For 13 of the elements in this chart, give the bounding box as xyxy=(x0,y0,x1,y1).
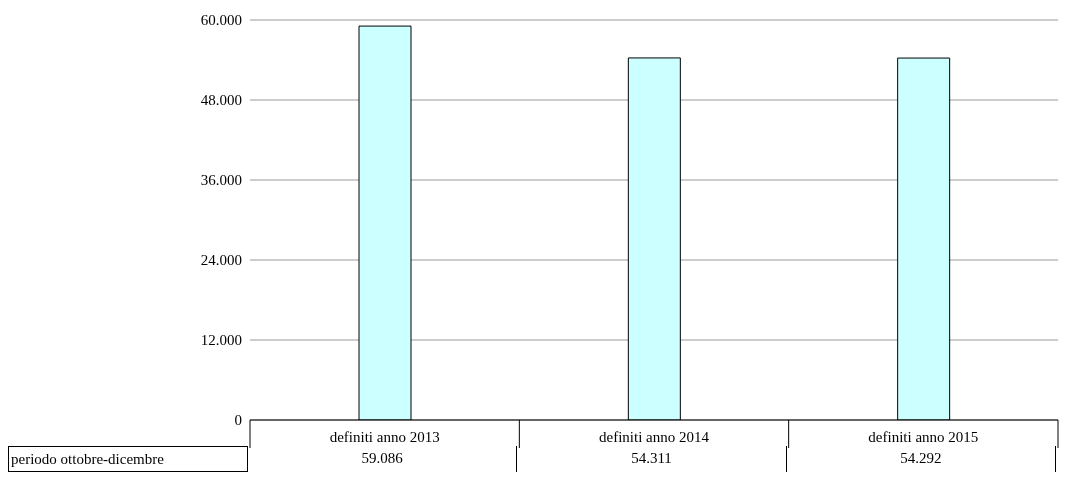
y-tick-label: 12.000 xyxy=(200,332,242,349)
y-tick-label: 0 xyxy=(234,412,242,429)
text: periodo ottobre-dicembre xyxy=(8,446,248,472)
y-tick-label: 24.000 xyxy=(200,252,242,269)
y-tick-label: 60.000 xyxy=(200,12,242,29)
data-label: 59.086 xyxy=(248,446,518,472)
x-tick-label: definiti anno 2015 xyxy=(868,429,979,445)
data-label: 54.311 xyxy=(517,446,787,472)
x-tick-label: definiti anno 2014 xyxy=(599,429,710,445)
y-tick-label: 36.000 xyxy=(200,172,242,189)
x-tick-label: definiti anno 2013 xyxy=(329,429,440,445)
y-tick-label: 48.000 xyxy=(200,92,242,109)
data-label: 54.292 xyxy=(786,446,1056,472)
